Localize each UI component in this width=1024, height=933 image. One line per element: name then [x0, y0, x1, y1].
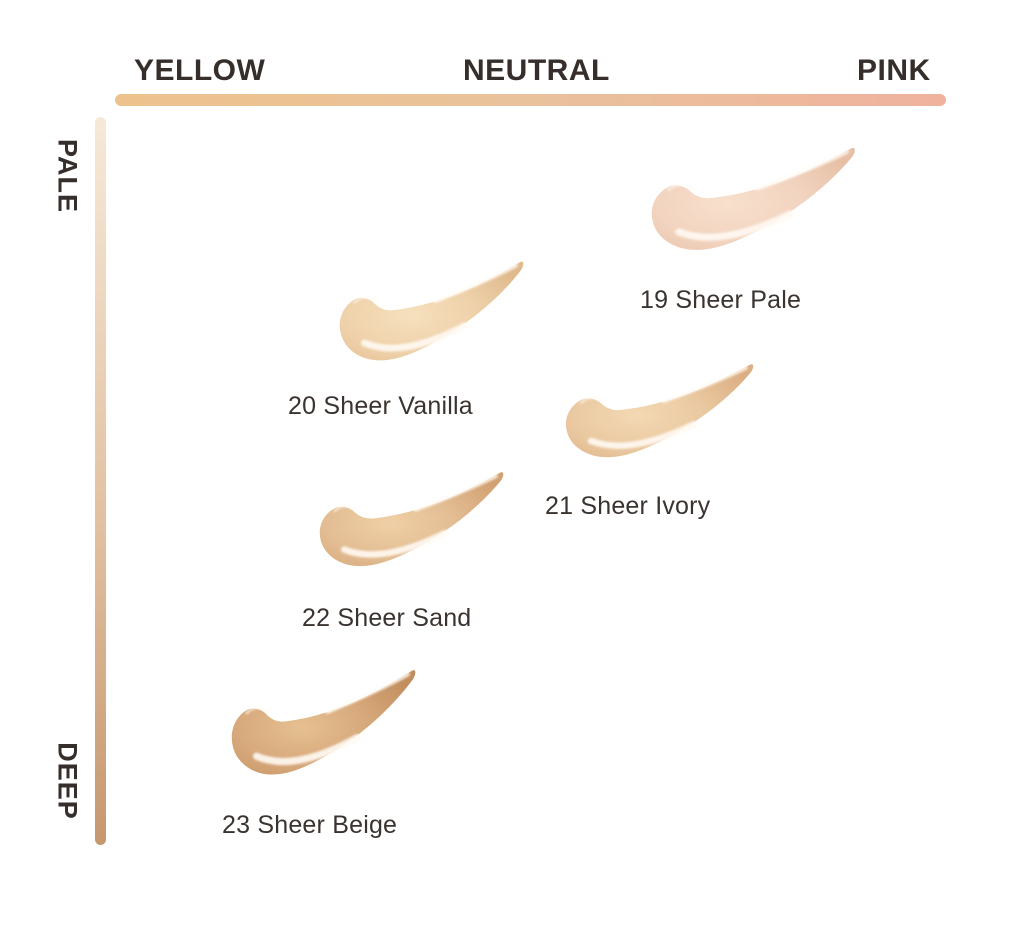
foundation-smear: [339, 261, 524, 361]
y-axis-label-pale: PALE: [52, 138, 83, 214]
swatch-22-sheer-sand: 22 Sheer Sand: [302, 465, 512, 635]
y-axis-gradient-bar: [95, 117, 106, 845]
x-axis-label-neutral: NEUTRAL: [463, 54, 610, 87]
y-axis-label-deep: DEEP: [52, 742, 83, 820]
x-axis-gradient-bar: [115, 94, 946, 106]
swatch-label: 21 Sheer Ivory: [545, 492, 711, 520]
swatch-21-sheer-ivory: 21 Sheer Ivory: [545, 357, 760, 522]
foundation-smear: [651, 147, 855, 250]
swatch-label: 23 Sheer Beige: [222, 811, 398, 839]
x-axis-label-pink: PINK: [857, 54, 931, 87]
foundation-smear: [231, 670, 416, 775]
foundation-smear: [565, 364, 754, 458]
swatch-20-sheer-vanilla: 20 Sheer Vanilla: [288, 254, 533, 424]
swatch-label: 19 Sheer Pale: [640, 286, 802, 314]
x-axis-label-yellow: YELLOW: [134, 54, 266, 87]
swatch-23-sheer-beige: 23 Sheer Beige: [222, 662, 422, 842]
swatch-label: 20 Sheer Vanilla: [288, 392, 473, 420]
swatch-label: 22 Sheer Sand: [302, 604, 472, 632]
swatch-19-sheer-pale: 19 Sheer Pale: [640, 140, 865, 320]
foundation-smear: [319, 472, 504, 567]
